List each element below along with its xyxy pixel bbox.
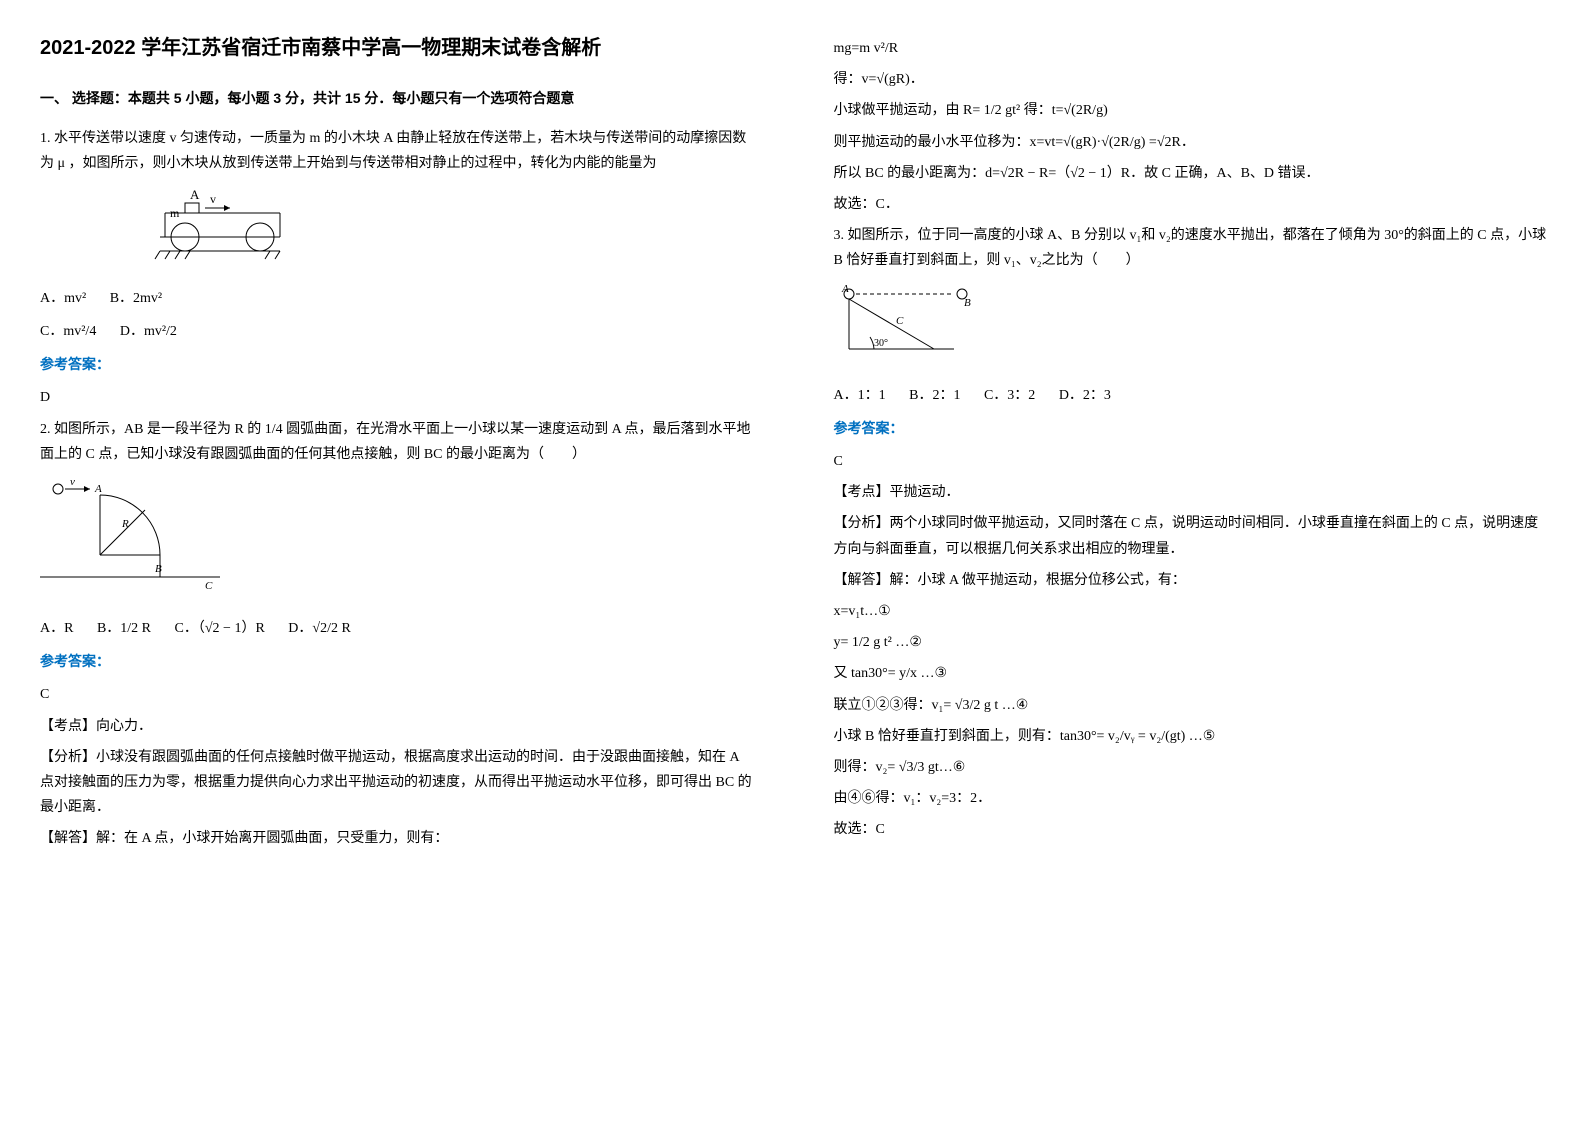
q3-stem: 3. 如图所示，位于同一高度的小球 A、B 分别以 v₁和 v₂的速度水平抛出，… (834, 223, 1548, 273)
q3-eq3: 又 tan30°= y/x …③ (834, 661, 1548, 686)
q3-opt-b: B．2：1 (909, 383, 960, 408)
svg-text:A: A (190, 187, 200, 202)
q1-opt-b: B．2mv² (110, 286, 162, 311)
q2-answer: C (40, 682, 754, 707)
exam-title: 2021-2022 学年江苏省宿迁市南蔡中学高一物理期末试卷含解析 (40, 30, 754, 66)
q1-diagram: A v m (40, 187, 754, 276)
q2-fenxi: 【分析】小球没有跟圆弧曲面的任何点接触时做平抛运动，根据高度求出运动的时间．由于… (40, 745, 754, 821)
svg-text:v: v (70, 477, 75, 488)
svg-text:A: A (94, 483, 102, 495)
q1-options-2: C．mv²/4 D．mv²/2 (40, 319, 754, 344)
svg-text:C: C (205, 580, 213, 592)
q1-opt-a: A．mv² (40, 286, 86, 311)
q3-answer: C (834, 449, 1548, 474)
q2-opt-c: C．（√2 − 1）R (175, 616, 265, 641)
q2-jieda-start: 【解答】解：在 A 点，小球开始离开圆弧曲面，只受重力，则有： (40, 826, 754, 851)
svg-text:B: B (964, 297, 971, 309)
svg-text:A: A (841, 284, 849, 295)
svg-text:v: v (210, 192, 216, 206)
q2-answer-label: 参考答案： (40, 649, 754, 674)
col2-line2: 得：v=√(gR)． (834, 67, 1548, 92)
right-column: mg=m v²/R 得：v=√(gR)． 小球做平抛运动，由 R= 1/2 gt… (794, 0, 1587, 1122)
q3-eq6: 则得：v₂= √3/3 gt…⑥ (834, 755, 1548, 780)
q3-opt-a: A．1：1 (834, 383, 886, 408)
q2-diagram: v A R B C (40, 477, 754, 606)
q2-options: A．R B．1/2 R C．（√2 − 1）R D．√2/2 R (40, 616, 754, 641)
q3-opt-c: C．3：2 (984, 383, 1035, 408)
q3-eq5: 小球 B 恰好垂直打到斜面上，则有：tan30°= v₂/vᵧ = v₂/(gt… (834, 724, 1548, 749)
col2-line5: 所以 BC 的最小距离为：d=√2R − R=（√2 − 1）R．故 C 正确，… (834, 161, 1548, 186)
q3-jieda1: 【解答】解：小球 A 做平抛运动，根据分位移公式，有： (834, 568, 1548, 593)
section-heading: 一、 选择题：本题共 5 小题，每小题 3 分，共计 15 分．每小题只有一个选… (40, 86, 754, 111)
q3-opt-d: D．2：3 (1059, 383, 1111, 408)
q1-answer: D (40, 385, 754, 410)
left-column: 2021-2022 学年江苏省宿迁市南蔡中学高一物理期末试卷含解析 一、 选择题… (0, 0, 794, 1122)
q2-opt-a: A．R (40, 616, 73, 641)
q1-answer-label: 参考答案： (40, 352, 754, 377)
q3-answer-label: 参考答案： (834, 416, 1548, 441)
col2-line1: mg=m v²/R (834, 36, 1548, 61)
svg-text:C: C (896, 315, 904, 327)
q3-eq7: 由④⑥得：v₁：v₂=3：2． (834, 786, 1548, 811)
q1-stem: 1. 水平传送带以速度 v 匀速传动，一质量为 m 的小木块 A 由静止轻放在传… (40, 126, 754, 176)
q3-diagram: A B C 30° (834, 284, 1548, 373)
col2-line3: 小球做平抛运动，由 R= 1/2 gt² 得：t=√(2R/g) (834, 98, 1548, 123)
svg-text:B: B (155, 563, 162, 575)
q3-eq4: 联立①②③得：v₁= √3/2 g t …④ (834, 693, 1548, 718)
q1-opt-c: C．mv²/4 (40, 319, 96, 344)
q2-stem: 2. 如图所示，AB 是一段半径为 R 的 1/4 圆弧曲面，在光滑水平面上一小… (40, 417, 754, 467)
col2-line6: 故选：C． (834, 192, 1548, 217)
q3-kaodian: 【考点】平抛运动． (834, 480, 1548, 505)
svg-text:R: R (121, 518, 129, 530)
q3-fenxi: 【分析】两个小球同时做平抛运动，又同时落在 C 点，说明运动时间相同．小球垂直撞… (834, 511, 1548, 561)
q2-kaodian: 【考点】向心力． (40, 714, 754, 739)
q2-opt-b: B．1/2 R (97, 616, 151, 641)
q2-opt-d: D．√2/2 R (288, 616, 351, 641)
col2-line4: 则平抛运动的最小水平位移为：x=vt=√(gR)·√(2R/g) =√2R． (834, 130, 1548, 155)
svg-text:30°: 30° (874, 338, 888, 349)
q1-options: A．mv² B．2mv² (40, 286, 754, 311)
q3-eq8: 故选：C (834, 817, 1548, 842)
q1-opt-d: D．mv²/2 (120, 319, 177, 344)
q3-eq1: x=v₁t…① (834, 599, 1548, 624)
q3-options: A．1：1 B．2：1 C．3：2 D．2：3 (834, 383, 1548, 408)
q3-eq2: y= 1/2 g t² …② (834, 630, 1548, 655)
